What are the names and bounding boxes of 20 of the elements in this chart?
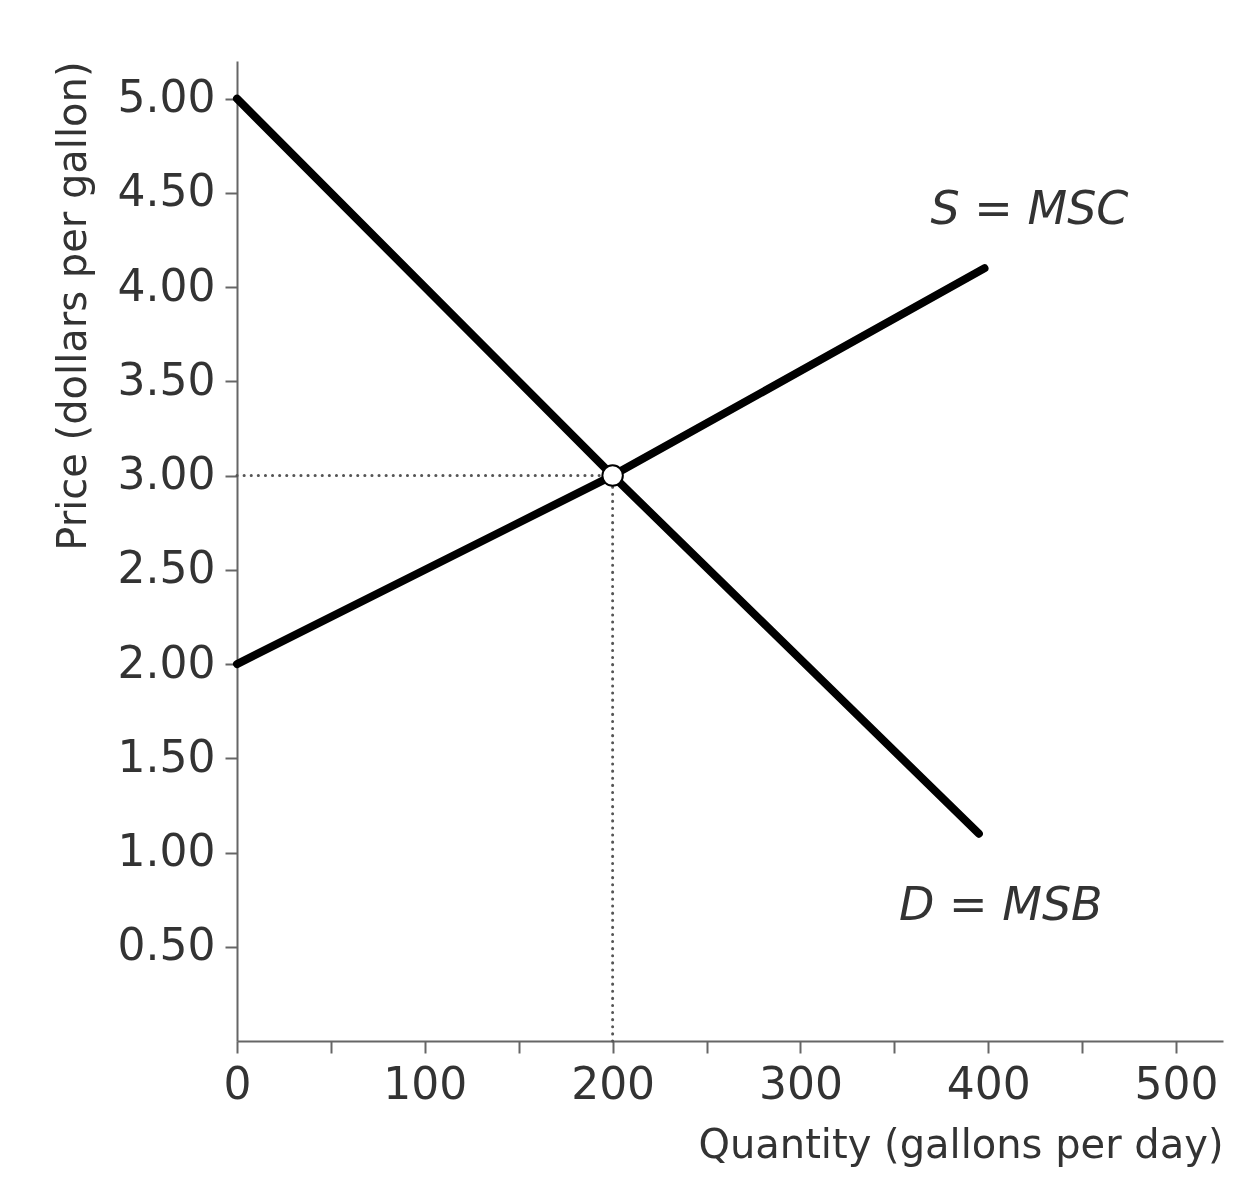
x-tick-label: 200: [571, 1057, 656, 1109]
y-tick-label: 4.50: [117, 165, 216, 217]
y-axis-title: Price (dollars per gallon): [48, 61, 95, 551]
x-tick-label: 400: [946, 1057, 1031, 1109]
y-tick-label: 1.00: [117, 825, 216, 877]
y-tick-label: 4.00: [117, 259, 216, 311]
series-label: S = MSC: [930, 181, 1129, 236]
x-tick-label: 100: [383, 1057, 468, 1109]
y-tick-label: 2.00: [117, 636, 216, 688]
x-axis-title: Quantity (gallons per day): [698, 1120, 1224, 1167]
y-tick-label: 3.50: [117, 353, 216, 405]
y-tick-label: 0.50: [117, 919, 216, 971]
y-tick-label: 3.00: [117, 448, 216, 500]
y-tick-label: 1.50: [117, 730, 216, 782]
y-tick-label: 5.00: [117, 71, 216, 123]
x-tick-label: 500: [1134, 1057, 1219, 1109]
y-tick-label: 2.50: [117, 542, 216, 594]
x-tick-label: 300: [758, 1057, 843, 1109]
x-tick-label: 0: [223, 1057, 252, 1109]
series-label: D = MSB: [899, 876, 1103, 931]
